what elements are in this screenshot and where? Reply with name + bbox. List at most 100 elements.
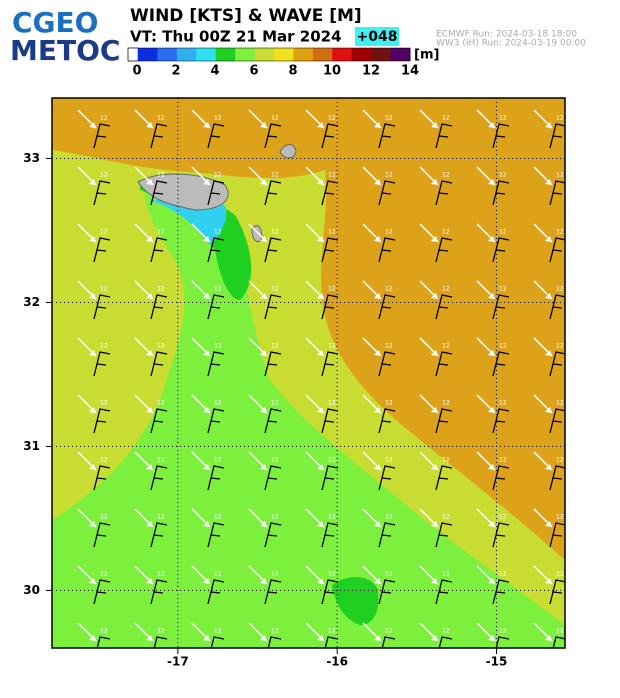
wind-barb: [93, 351, 111, 377]
wave-arrowhead: [203, 635, 210, 641]
wind-barb: [435, 522, 453, 548]
wind-barb: [492, 237, 510, 263]
colorbar-unit: [m]: [414, 48, 439, 63]
wind-barb: [321, 465, 339, 491]
wave-arrowhead: [89, 293, 96, 299]
wave-arrowhead: [203, 521, 210, 527]
wind-barb: [93, 465, 111, 491]
wind-barb: [435, 123, 453, 149]
wave-arrowhead: [89, 578, 96, 584]
wind-barb: [267, 636, 282, 648]
wind-barb: [321, 294, 339, 320]
arrow-label: 12: [328, 115, 336, 122]
wave-arrowhead: [545, 350, 552, 356]
wave-arrowhead: [203, 179, 210, 185]
wind-barb: [264, 237, 282, 263]
arrow-label: 12: [214, 457, 222, 464]
arrow-label: 12: [499, 115, 507, 122]
arrow-label: 12: [328, 229, 336, 236]
wave-arrowhead: [545, 521, 552, 527]
wind-barb: [438, 636, 453, 648]
y-tick-label: 31: [23, 439, 40, 453]
arrow-label: 12: [100, 286, 108, 293]
arrow-label: 12: [556, 229, 564, 236]
wave-arrowhead: [317, 407, 324, 413]
wave-arrowhead: [260, 236, 267, 242]
wind-barb: [264, 408, 282, 434]
arrow-label: 12: [556, 457, 564, 464]
wave-arrowhead: [317, 635, 324, 641]
wave-arrowhead: [374, 407, 381, 413]
wave-arrowhead: [260, 521, 267, 527]
colorbar-swatch: [293, 48, 314, 61]
wind-barb: [93, 522, 111, 548]
wave-arrowhead: [146, 179, 153, 185]
wave-arrowhead: [89, 122, 96, 128]
colorbar-swatch: [274, 48, 294, 61]
wave-arrowhead: [545, 122, 552, 128]
wave-arrowhead: [488, 350, 495, 356]
wave-arrowhead: [146, 350, 153, 356]
y-tick-label: 32: [23, 295, 40, 309]
wave-arrowhead: [203, 293, 210, 299]
wind-barb: [378, 351, 396, 377]
wind-barb: [207, 465, 225, 491]
arrow-label: 12: [442, 514, 450, 521]
arrow-label: 12: [556, 514, 564, 521]
wind-barb: [378, 408, 396, 434]
wave-arrowhead: [431, 293, 438, 299]
arrow-label: 12: [328, 571, 336, 578]
wind-barb: [435, 408, 453, 434]
wind-barb: [435, 237, 453, 263]
arrow-label: 12: [385, 400, 393, 407]
wave-arrowhead: [374, 179, 381, 185]
arrow-label: 12: [100, 514, 108, 521]
wave-arrowhead: [317, 179, 324, 185]
wave-arrowhead: [317, 122, 324, 128]
wind-barb: [378, 522, 396, 548]
arrow-label: 12: [442, 571, 450, 578]
wind-barb: [207, 579, 225, 605]
wind-barb: [321, 237, 339, 263]
wind-barb: [435, 180, 453, 206]
arrow-label: 12: [499, 286, 507, 293]
arrow-label: 12: [328, 400, 336, 407]
colorbar-swatch: [138, 48, 158, 61]
arrow-label: 12: [328, 457, 336, 464]
wind-barb: [321, 123, 339, 149]
colorbar-swatch: [312, 48, 333, 61]
wave-arrowhead: [89, 521, 96, 527]
wave-arrowhead: [89, 635, 96, 641]
wave-arrowhead: [260, 179, 267, 185]
arrow-label: 12: [100, 457, 108, 464]
arrow-label: 12: [328, 628, 336, 635]
arrow-label: 12: [157, 172, 165, 179]
wave-arrowhead: [260, 635, 267, 641]
wave-arrowhead: [431, 464, 438, 470]
wave-arrowhead: [146, 578, 153, 584]
wind-barb: [321, 180, 339, 206]
wave-arrowhead: [431, 407, 438, 413]
arrow-label: 12: [214, 628, 222, 635]
wave-arrowhead: [374, 578, 381, 584]
arrow-label: 12: [556, 115, 564, 122]
arrow-label: 12: [157, 286, 165, 293]
arrow-label: 12: [385, 571, 393, 578]
wave-arrowhead: [260, 578, 267, 584]
wave-arrowhead: [89, 407, 96, 413]
run2: WW3 (IH) Run: 2024-03-19 00:00: [436, 39, 586, 49]
arrow-label: 12: [442, 343, 450, 350]
arrow-label: 12: [385, 628, 393, 635]
wind-barb: [435, 351, 453, 377]
colorbar-swatch: [351, 48, 372, 61]
wave-arrowhead: [488, 293, 495, 299]
arrow-label: 12: [556, 628, 564, 635]
wave-arrowhead: [488, 578, 495, 584]
wind-barb: [207, 522, 225, 548]
wind-barb: [93, 294, 111, 320]
colorbar-swatch: [332, 48, 353, 61]
colorbar-swatch: [196, 48, 217, 61]
arrow-label: 12: [214, 343, 222, 350]
y-tick-label: 33: [23, 151, 40, 165]
logo-line2: METOC: [10, 34, 120, 67]
